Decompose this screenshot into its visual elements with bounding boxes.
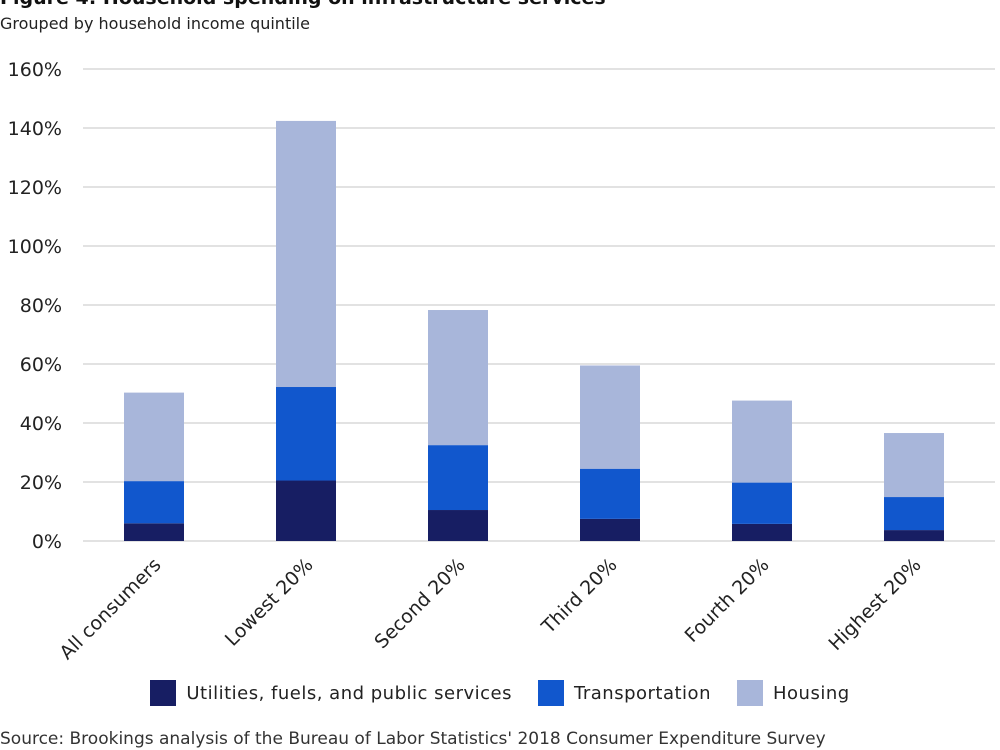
legend-label: Housing <box>772 682 850 704</box>
bar-segment <box>580 365 640 469</box>
x-tick-label: All consumers <box>56 554 166 664</box>
bar-segment <box>428 310 488 446</box>
x-tick-label: Fourth 20% <box>681 554 774 647</box>
bar-segment <box>884 433 944 498</box>
y-tick-label: 20% <box>20 472 62 494</box>
bar-segment <box>428 510 488 541</box>
legend-item: Utilities, fuels, and public services <box>150 680 512 706</box>
x-tick-label: Highest 20% <box>824 554 925 655</box>
legend-label: Utilities, fuels, and public services <box>186 682 512 704</box>
y-tick-label: 80% <box>20 295 62 317</box>
x-tick-label: Lowest 20% <box>221 554 318 651</box>
bar-segment <box>124 392 184 482</box>
bar-segment <box>732 482 792 524</box>
legend-swatch <box>538 680 564 706</box>
legend-item: Transportation <box>538 680 711 706</box>
y-tick-label: 0% <box>32 531 62 553</box>
legend-item: Housing <box>736 680 850 706</box>
bar-segment <box>124 481 184 524</box>
y-tick-label: 100% <box>8 236 62 258</box>
legend-label: Transportation <box>574 682 711 704</box>
bar-segment <box>732 523 792 541</box>
bar-segment <box>124 523 184 541</box>
bar-segment <box>276 480 336 541</box>
y-tick-label: 60% <box>20 354 62 376</box>
y-tick-label: 40% <box>20 413 62 435</box>
y-tick-label: 160% <box>8 59 62 81</box>
legend: Utilities, fuels, and public services Tra… <box>0 680 1000 706</box>
legend-swatch <box>736 680 763 706</box>
bar-segment <box>276 387 336 481</box>
x-tick-label: Second 20% <box>370 554 469 653</box>
bar-segment <box>580 518 640 541</box>
y-tick-label: 120% <box>8 177 62 199</box>
x-tick-label: Third 20% <box>537 554 622 639</box>
source-note: Source: Brookings analysis of the Bureau… <box>0 729 826 749</box>
chart-title: Figure 4: Household spending on infrastr… <box>0 0 606 9</box>
chart-subtitle: Grouped by household income quintile <box>0 14 310 33</box>
bar-segment <box>884 497 944 531</box>
bar-segment <box>276 120 336 388</box>
bar-segment <box>580 468 640 519</box>
y-tick-label: 140% <box>8 118 62 140</box>
legend-swatch <box>150 680 177 706</box>
plot-area: 0% 20% 40% 60% 80% 100% 120% 140% 160% All consum… <box>8 59 995 664</box>
bar-segment <box>732 400 792 483</box>
bar-segment <box>884 530 944 541</box>
bar-segment <box>428 445 488 511</box>
